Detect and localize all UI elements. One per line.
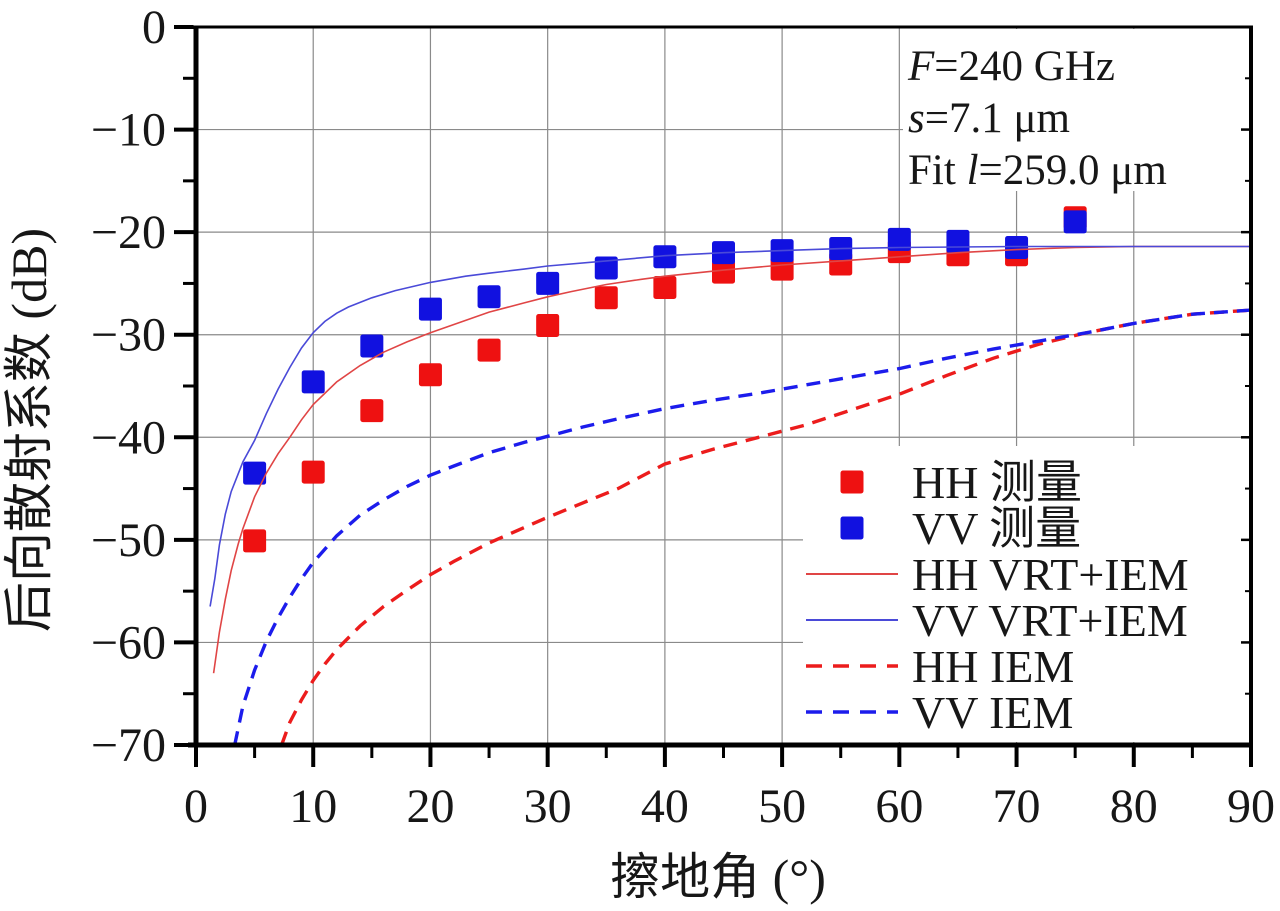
series-curve-vv-vrt-iem (209, 245, 1251, 607)
legend-square-marker (840, 470, 864, 494)
annotation-box: F=240 GHz s=7.1 μm Fit l=259.0 μm (907, 43, 1167, 194)
data-point-square (1005, 236, 1029, 260)
data-point-square (301, 460, 325, 484)
y-tick-label: −30 (91, 309, 166, 362)
series-curve-hh-iem (280, 308, 1252, 746)
annotation-line: Fit l=259.0 μm (908, 147, 1167, 194)
legend-backdrop (803, 446, 1246, 742)
y-axis-label: 后向散射系数 (dB) (1, 228, 57, 632)
data-point-square (653, 276, 677, 300)
data-point-square (946, 229, 970, 253)
data-point-square (1063, 210, 1087, 234)
legend-item: HH IEM (806, 641, 1074, 692)
x-tick-label: 30 (524, 780, 572, 833)
legend-label: VV VRT+IEM (912, 595, 1188, 646)
data-point-square (360, 399, 384, 423)
data-point-square (594, 256, 618, 280)
data-point-square (301, 370, 325, 394)
legend-label: HH IEM (912, 641, 1074, 692)
legend-item: HH 测量 (840, 457, 1082, 508)
y-tick-label: −20 (91, 206, 166, 259)
legend-item: VV IEM (806, 687, 1073, 738)
data-point-square (887, 227, 911, 251)
data-point-square (653, 245, 677, 269)
legend-label: VV 测量 (912, 503, 1081, 554)
legend-label: HH VRT+IEM (912, 549, 1189, 600)
legend-item: VV VRT+IEM (806, 595, 1188, 646)
data-point-square (536, 313, 560, 337)
data-point-square (477, 338, 501, 362)
legend-square-marker (840, 516, 864, 540)
x-tick-label: 50 (758, 780, 806, 833)
annotation-backdrop (903, 29, 1248, 191)
x-axis-label: 擦地角 (°) (610, 849, 826, 905)
whiteout-boxes-layer (803, 29, 1248, 742)
series-curve-hh-vrt-iem (212, 245, 1251, 674)
data-point-square (770, 257, 794, 281)
x-tick-label: 20 (406, 780, 454, 833)
x-tick-label: 10 (289, 780, 337, 833)
y-tick-label: −40 (91, 411, 166, 464)
x-tick-label: 60 (875, 780, 923, 833)
series-curve-vv-iem (233, 308, 1252, 746)
data-point-square (477, 285, 501, 309)
y-tick-label: −50 (91, 514, 166, 567)
x-tick-label: 80 (1110, 780, 1158, 833)
data-point-square (243, 529, 267, 553)
data-point-square (536, 271, 560, 295)
y-tick-label: −10 (91, 104, 166, 157)
y-tick-label: −70 (91, 719, 166, 772)
legend-label: VV IEM (912, 687, 1073, 738)
annotation-line: s=7.1 μm (908, 95, 1070, 142)
data-point-square (418, 363, 442, 387)
x-tick-label: 70 (993, 780, 1041, 833)
y-tick-label: 0 (142, 1, 166, 54)
data-point-square (418, 297, 442, 321)
legend-item: VV 测量 (840, 503, 1081, 554)
data-point-square (594, 286, 618, 310)
data-series-layer (209, 206, 1252, 746)
annotation-line: F=240 GHz (907, 43, 1115, 90)
data-point-square (243, 461, 267, 485)
legend-item: HH VRT+IEM (806, 549, 1189, 600)
legend-label: HH 测量 (912, 457, 1082, 508)
data-point-square (712, 260, 735, 284)
x-tick-label: 40 (641, 780, 689, 833)
x-tick-label: 0 (184, 780, 208, 833)
axes-layer: 0 10 20 30 40 50 60 70 80 90 0 −10 −20 −30 −40 −50 −60 −7… (91, 1, 1275, 833)
x-tick-label: 90 (1227, 780, 1275, 833)
data-point-square (360, 334, 384, 358)
y-tick-label: −60 (91, 616, 166, 669)
